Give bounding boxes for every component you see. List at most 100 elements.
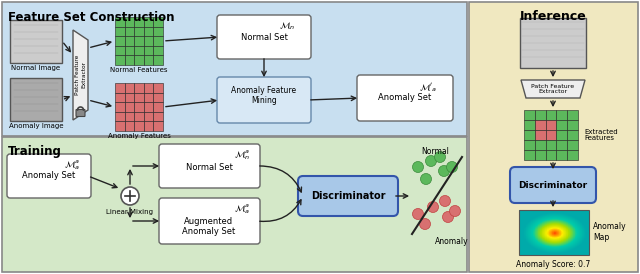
Text: Normal Image: Normal Image bbox=[12, 65, 61, 71]
Text: Normal Set: Normal Set bbox=[241, 33, 287, 42]
Bar bbox=[535, 150, 545, 160]
Bar bbox=[524, 110, 535, 120]
Text: Normal Features: Normal Features bbox=[110, 67, 168, 73]
Bar bbox=[115, 55, 125, 65]
Bar bbox=[545, 130, 556, 140]
Bar bbox=[154, 55, 163, 65]
Bar bbox=[144, 36, 154, 46]
Bar bbox=[535, 140, 545, 150]
Bar bbox=[2, 137, 467, 272]
Bar bbox=[154, 83, 163, 93]
Circle shape bbox=[440, 196, 451, 207]
Bar bbox=[144, 121, 154, 131]
Text: $\mathcal{M}^a_n$: $\mathcal{M}^a_n$ bbox=[234, 149, 250, 162]
Bar bbox=[134, 46, 144, 55]
Text: Patch Feature
Extractor: Patch Feature Extractor bbox=[531, 84, 575, 95]
FancyBboxPatch shape bbox=[7, 154, 91, 198]
Text: Anomaly: Anomaly bbox=[435, 237, 469, 246]
Bar bbox=[2, 2, 467, 136]
Bar bbox=[556, 120, 567, 130]
Circle shape bbox=[428, 201, 438, 213]
Text: Anomaly Image: Anomaly Image bbox=[9, 123, 63, 129]
FancyBboxPatch shape bbox=[510, 167, 596, 203]
Bar bbox=[154, 121, 163, 131]
Text: Patch Feature
Extractor: Patch Feature Extractor bbox=[75, 55, 86, 95]
Bar bbox=[545, 150, 556, 160]
Text: Extracted
Features: Extracted Features bbox=[584, 129, 618, 141]
Bar bbox=[154, 27, 163, 36]
Text: $\mathcal{M}_n$: $\mathcal{M}_n$ bbox=[279, 21, 295, 33]
Bar bbox=[567, 110, 578, 120]
Text: Augmented
Anomaly Set: Augmented Anomaly Set bbox=[182, 217, 236, 236]
Circle shape bbox=[419, 218, 431, 230]
Bar bbox=[469, 2, 638, 272]
Circle shape bbox=[413, 161, 424, 173]
Bar bbox=[144, 46, 154, 55]
FancyBboxPatch shape bbox=[298, 176, 398, 216]
Bar bbox=[125, 83, 134, 93]
Bar bbox=[154, 17, 163, 27]
FancyBboxPatch shape bbox=[159, 144, 260, 188]
Bar bbox=[556, 140, 567, 150]
Circle shape bbox=[438, 165, 449, 176]
Bar bbox=[520, 18, 586, 68]
Bar bbox=[154, 93, 163, 102]
Bar bbox=[115, 83, 125, 93]
Text: Anomaly Features: Anomaly Features bbox=[108, 133, 170, 139]
Text: Anomaly
Map: Anomaly Map bbox=[593, 222, 627, 242]
Text: Feature Set Construction: Feature Set Construction bbox=[8, 11, 175, 24]
Bar bbox=[144, 102, 154, 112]
Text: Anomaly Set: Anomaly Set bbox=[22, 171, 76, 180]
Bar bbox=[125, 121, 134, 131]
Bar bbox=[144, 55, 154, 65]
Bar bbox=[10, 78, 62, 121]
Text: Anomaly Score: 0.7: Anomaly Score: 0.7 bbox=[516, 260, 590, 269]
Bar bbox=[524, 150, 535, 160]
Bar bbox=[154, 102, 163, 112]
Text: Anomaly Set: Anomaly Set bbox=[378, 93, 431, 102]
Bar bbox=[125, 93, 134, 102]
FancyBboxPatch shape bbox=[357, 75, 453, 121]
Text: $\mathcal{M}^a_a$: $\mathcal{M}^a_a$ bbox=[64, 159, 80, 173]
Bar bbox=[567, 140, 578, 150]
Bar bbox=[134, 55, 144, 65]
Polygon shape bbox=[73, 30, 88, 120]
Bar bbox=[535, 120, 545, 130]
Bar bbox=[144, 112, 154, 121]
Bar bbox=[115, 121, 125, 131]
Circle shape bbox=[420, 173, 431, 184]
Bar bbox=[115, 112, 125, 121]
Bar bbox=[144, 17, 154, 27]
Bar bbox=[10, 20, 62, 63]
Bar bbox=[556, 110, 567, 120]
Circle shape bbox=[442, 212, 454, 222]
Bar bbox=[154, 36, 163, 46]
Bar bbox=[125, 36, 134, 46]
Bar bbox=[134, 121, 144, 131]
Text: Normal: Normal bbox=[421, 147, 449, 156]
Text: $\mathcal{M}'_a$: $\mathcal{M}'_a$ bbox=[419, 81, 437, 93]
Bar bbox=[524, 140, 535, 150]
FancyBboxPatch shape bbox=[159, 198, 260, 244]
Bar bbox=[567, 120, 578, 130]
Text: Discriminator: Discriminator bbox=[311, 191, 385, 201]
Bar bbox=[115, 102, 125, 112]
Bar bbox=[134, 27, 144, 36]
Bar bbox=[115, 27, 125, 36]
Bar bbox=[545, 110, 556, 120]
Text: Anomaly Feature
Mining: Anomaly Feature Mining bbox=[232, 86, 296, 105]
Bar bbox=[134, 93, 144, 102]
Text: $\mathcal{M}^a_a$: $\mathcal{M}^a_a$ bbox=[234, 203, 250, 216]
Bar bbox=[134, 102, 144, 112]
Circle shape bbox=[426, 156, 436, 167]
Circle shape bbox=[121, 187, 139, 205]
Text: Linear Mixing: Linear Mixing bbox=[106, 209, 154, 215]
Bar bbox=[134, 17, 144, 27]
Text: Discriminator: Discriminator bbox=[518, 181, 588, 190]
FancyBboxPatch shape bbox=[76, 110, 85, 116]
Bar bbox=[115, 93, 125, 102]
Bar bbox=[125, 46, 134, 55]
Text: Training: Training bbox=[8, 145, 62, 158]
Circle shape bbox=[435, 152, 445, 162]
Bar bbox=[524, 120, 535, 130]
